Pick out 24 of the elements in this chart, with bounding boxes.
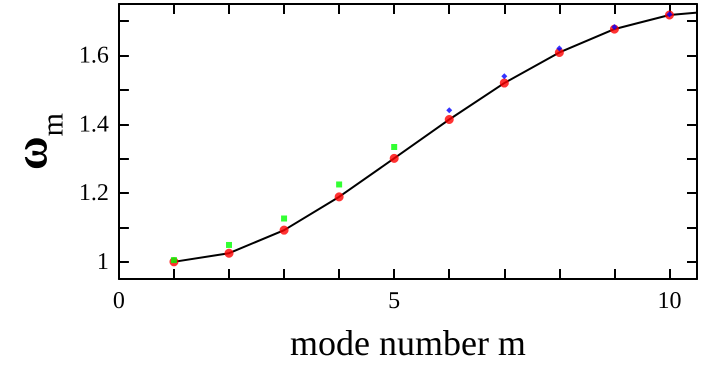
point bbox=[390, 154, 399, 163]
point bbox=[556, 45, 562, 52]
y-axis-title: ωm bbox=[6, 113, 70, 170]
point bbox=[444, 115, 454, 124]
point bbox=[446, 107, 452, 114]
point bbox=[500, 78, 509, 88]
point bbox=[170, 257, 177, 264]
point bbox=[611, 24, 618, 30]
x-tick-label: 0 bbox=[112, 288, 125, 314]
y-tick-label: 1.4 bbox=[78, 111, 109, 138]
x-tick-label: 5 bbox=[388, 288, 400, 314]
point bbox=[501, 73, 508, 80]
x-tick-label: 10 bbox=[657, 288, 682, 314]
y-tick-label: 1.2 bbox=[78, 180, 109, 206]
y-tick-label: 1.6 bbox=[78, 42, 109, 69]
point bbox=[391, 144, 398, 150]
point bbox=[224, 248, 234, 258]
point bbox=[226, 242, 232, 248]
y-tick-label: 1 bbox=[96, 248, 109, 275]
point bbox=[281, 216, 288, 222]
point bbox=[280, 226, 289, 235]
point bbox=[334, 192, 344, 202]
x-axis-title: mode number m bbox=[290, 323, 526, 363]
point bbox=[336, 181, 342, 188]
